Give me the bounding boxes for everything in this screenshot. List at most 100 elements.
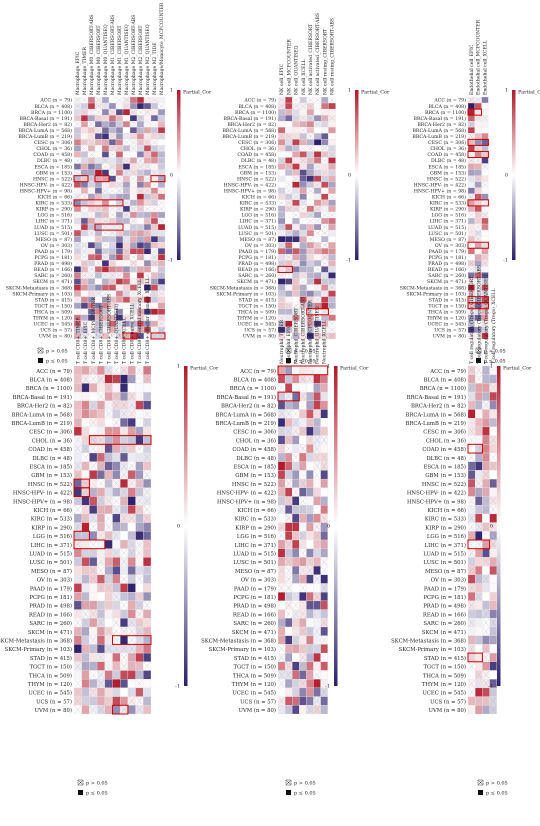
heatmap-cell	[120, 565, 129, 575]
heatmap-cell	[108, 284, 117, 291]
heatmap-cell	[321, 139, 329, 146]
heatmap-cell	[80, 211, 89, 219]
heatmap-cell	[299, 229, 307, 237]
heatmap-cell	[143, 242, 152, 249]
heatmap-cell	[489, 418, 497, 428]
heatmap-cell	[81, 539, 90, 549]
nonsignificant-cross	[130, 230, 137, 236]
nonsignificant-cross	[278, 115, 285, 121]
nonsignificant-cross	[158, 327, 165, 333]
nonsignificant-cross	[74, 242, 81, 248]
nonsignificant-cross	[97, 679, 105, 688]
nonsignificant-cross	[102, 242, 109, 248]
nonsignificant-cross	[113, 645, 120, 653]
row-label: LUSC (n = 501)	[29, 559, 72, 566]
row-label: SARC (n = 260)	[233, 620, 276, 627]
legend-tick: 1	[327, 364, 330, 370]
nonsignificant-cross	[74, 291, 81, 296]
row-label: OV (n = 303)	[241, 577, 276, 584]
heatmap-cell	[129, 96, 138, 104]
nonsignificant-cross	[292, 645, 299, 653]
heatmap-cell	[482, 592, 490, 602]
heatmap-cell	[292, 229, 300, 237]
row-label: HNSC-HPV+ (n = 98)	[13, 498, 72, 505]
nonsignificant-cross	[95, 261, 102, 266]
heatmap-cell	[292, 652, 300, 662]
heatmap-cell	[108, 102, 117, 110]
heatmap-cell	[150, 272, 159, 279]
sig-label-nonsig: p > 0.05	[86, 781, 108, 787]
heatmap-cell	[115, 242, 124, 249]
nonsignificant-cross	[116, 224, 123, 230]
nonsignificant-cross	[109, 279, 116, 284]
nonsignificant-cross	[321, 333, 328, 339]
heatmap-cell	[474, 193, 482, 201]
nonsignificant-cross	[109, 261, 116, 266]
nonsignificant-cross	[321, 514, 328, 522]
nonsignificant-cross	[151, 194, 158, 200]
column-label: Macrophage_TIMER	[82, 46, 88, 95]
heatmap-cell	[328, 187, 336, 194]
heatmap-cell	[81, 565, 90, 575]
row-label: UCS (n = 57)	[36, 698, 72, 705]
heatmap-cell	[292, 696, 300, 706]
heatmap-cell	[115, 169, 124, 176]
heatmap-cell	[489, 670, 497, 680]
nonsignificant-cross	[314, 121, 321, 127]
nonsignificant-cross	[490, 462, 497, 470]
nonsignificant-cross	[278, 697, 285, 705]
nonsignificant-cross	[300, 206, 307, 212]
heatmap-cell	[292, 199, 300, 207]
heatmap-cell	[122, 260, 131, 267]
heatmap-cell	[292, 248, 300, 255]
column-label: T cell regulatory (Tregs)_CIBERSORT	[468, 275, 475, 364]
heatmap-cell	[129, 163, 138, 170]
heatmap-cell	[328, 169, 336, 176]
heatmap-cell	[474, 151, 482, 158]
heatmap-cell	[143, 687, 152, 697]
nonsignificant-cross	[278, 103, 285, 109]
nonsignificant-cross	[307, 146, 314, 151]
heatmap-cell	[157, 115, 166, 122]
heatmap-cell	[475, 661, 483, 671]
row-label: THYM (n = 120)	[33, 315, 72, 322]
heatmap-cell	[292, 266, 300, 273]
nonsignificant-cross	[116, 206, 123, 212]
heatmap-cell	[143, 539, 152, 549]
heatmap-cell	[299, 217, 307, 225]
heatmap-cell	[143, 444, 152, 454]
heatmap-cell	[489, 391, 497, 401]
heatmap-cell	[127, 452, 136, 462]
legend-tick: 0	[505, 173, 508, 179]
nonsignificant-cross	[468, 375, 475, 383]
heatmap-cell	[73, 272, 82, 279]
row-label: UVM (n = 80)	[39, 333, 72, 340]
row-label: PCPG (n = 181)	[34, 254, 72, 261]
nonsignificant-cross	[314, 327, 321, 333]
nonsignificant-cross	[109, 109, 116, 115]
heatmap-cell	[292, 705, 300, 715]
row-label: BLCA (n = 408)	[424, 376, 466, 383]
heatmap-cell	[136, 133, 145, 140]
heatmap-cell	[73, 302, 82, 309]
heatmap-cell	[112, 565, 121, 575]
nonsignificant-cross	[120, 662, 128, 670]
nonsignificant-cross	[88, 176, 95, 182]
nonsignificant-cross	[109, 133, 116, 139]
row-label: SKCM (n = 471)	[33, 278, 72, 285]
heatmap-cell	[108, 175, 117, 182]
nonsignificant-cross	[475, 671, 482, 679]
heatmap-cell	[292, 139, 300, 146]
nonsignificant-cross	[81, 261, 88, 266]
row-label: STAD (n = 415)	[429, 296, 466, 303]
heatmap-cell	[143, 679, 152, 689]
significance-highlight	[467, 199, 489, 207]
row-label: COAD (n = 458)	[33, 151, 72, 158]
heatmap-cell	[73, 409, 82, 419]
nonsignificant-cross	[300, 115, 307, 121]
heatmap-cell	[87, 260, 96, 267]
nonsignificant-cross	[314, 218, 321, 224]
heatmap-cell	[87, 187, 96, 194]
heatmap-cell	[81, 635, 90, 645]
